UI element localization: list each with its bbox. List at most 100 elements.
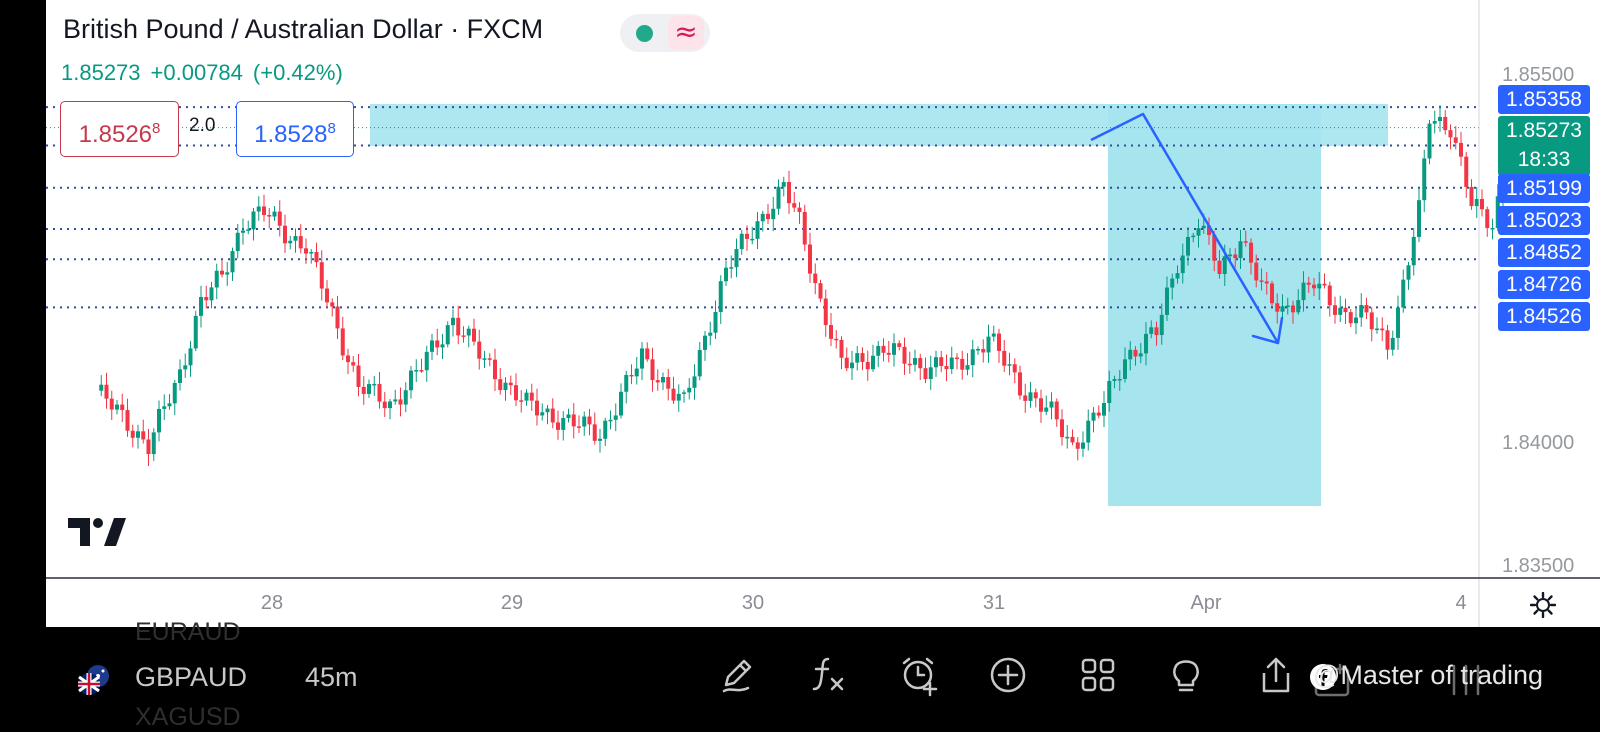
price-change-pct: (+0.42%) (252, 60, 343, 85)
candle-body (167, 403, 172, 407)
candle-body (1117, 378, 1122, 381)
candle-body (970, 349, 975, 366)
time-axis-label: Apr (1190, 592, 1222, 614)
candle-body (1002, 350, 1007, 366)
candle-body (267, 214, 272, 217)
candle-body (1254, 262, 1259, 281)
share-icon[interactable] (1256, 655, 1296, 697)
time-axis-label: 30 (741, 592, 765, 614)
candle-body (661, 377, 665, 383)
candle-body (865, 362, 870, 370)
candle-body (703, 335, 707, 350)
candle-body (130, 430, 135, 438)
candle-body (1154, 327, 1159, 336)
candle-body (508, 382, 513, 386)
candle-body (172, 382, 177, 404)
candle-body (99, 384, 104, 391)
candle-body (141, 431, 146, 440)
add-icon[interactable] (988, 655, 1028, 695)
pair-title[interactable]: British Pound / Australian Dollar · FXCM (63, 14, 544, 44)
formula-icon[interactable] (808, 655, 848, 695)
candle-body (498, 379, 503, 391)
candle-body (603, 420, 608, 439)
market-status-pill[interactable]: ≈ (620, 14, 710, 52)
indicators-icon[interactable] (1446, 662, 1486, 698)
candle-body (445, 325, 450, 345)
level-price-tag[interactable]: 1.85023 (1498, 206, 1590, 235)
interval-selector[interactable]: 45m (305, 662, 358, 692)
chart-settings-gear-icon[interactable] (1530, 592, 1556, 618)
candle-body (1480, 199, 1484, 210)
ideas-icon[interactable] (1166, 655, 1206, 695)
current-price-tag[interactable]: 1.85273 18:33 (1498, 116, 1590, 176)
candle-body (1301, 282, 1306, 301)
candle-body (792, 203, 797, 208)
candle-body (293, 236, 298, 241)
candle-body (540, 412, 545, 416)
time-axis-label: 31 (982, 592, 1006, 614)
candle-body (1138, 353, 1143, 357)
current-price: 1.85273 (1506, 119, 1582, 142)
candle-body (634, 368, 639, 377)
candle-body (1112, 379, 1117, 381)
candle-body (372, 383, 377, 386)
candle-body (871, 355, 875, 370)
prev-symbol-ghost: EURAUD (135, 618, 241, 646)
candle-body (902, 346, 907, 364)
objects-icon[interactable] (1078, 655, 1118, 695)
candle-body (1060, 419, 1064, 438)
candle-body (1275, 303, 1280, 312)
candle-body (1375, 328, 1379, 331)
gbp-aud-flag-icon (78, 665, 109, 695)
candle-body (367, 384, 371, 394)
time-axis-label: 28 (260, 592, 284, 614)
candle-body (1306, 282, 1311, 285)
candle-body (1007, 364, 1012, 366)
candle-body (928, 367, 933, 380)
level-price-tag[interactable]: 1.84526 (1498, 302, 1590, 331)
candle-body (561, 418, 566, 430)
candle-body (545, 408, 550, 413)
candle-body (146, 439, 151, 455)
buy-button[interactable]: 1.85288 (236, 101, 354, 157)
candle-body (860, 353, 865, 363)
candle-body (640, 348, 644, 369)
candle-body (1438, 116, 1442, 122)
level-price-tag[interactable]: 1.85199 (1498, 174, 1590, 203)
level-price-tag[interactable]: 1.84726 (1498, 270, 1590, 299)
candle-body (781, 181, 786, 187)
candle-body (619, 391, 623, 416)
candle-body (340, 328, 345, 356)
candle-body (356, 365, 361, 387)
candle-body (1044, 407, 1049, 412)
drawing-layer (1090, 112, 1284, 345)
level-price-tag[interactable]: 1.85358 (1498, 85, 1590, 114)
candle-body (981, 348, 986, 353)
candle-body (514, 385, 518, 401)
sell-button[interactable]: 1.85268 (60, 101, 179, 157)
time-axis-label: 4 (1455, 592, 1467, 614)
candle-body (1102, 403, 1106, 416)
price-axis-label: 1.83500 (1502, 555, 1575, 577)
candle-body (1233, 254, 1238, 259)
candle-body (120, 404, 125, 411)
candle-body (388, 401, 392, 409)
candle-body (535, 400, 539, 416)
candle-body (1028, 392, 1033, 401)
level-price-tag[interactable]: 1.84852 (1498, 238, 1590, 267)
candle-body (582, 416, 587, 427)
price-chart[interactable] (46, 0, 1600, 627)
candle-body (571, 414, 576, 427)
candle-body (199, 297, 203, 316)
chart-panel[interactable] (46, 0, 1600, 627)
symbol-selector[interactable]: GBPAUD (135, 662, 248, 692)
candle-body (666, 377, 671, 389)
candle-body (104, 384, 109, 399)
candle-body (797, 207, 802, 212)
alert-icon[interactable] (898, 655, 940, 697)
candle-body (1033, 392, 1038, 399)
candle-body (1469, 186, 1474, 207)
pencil-icon[interactable] (718, 655, 758, 695)
candle-body (1422, 158, 1427, 201)
candle-body (157, 408, 161, 433)
